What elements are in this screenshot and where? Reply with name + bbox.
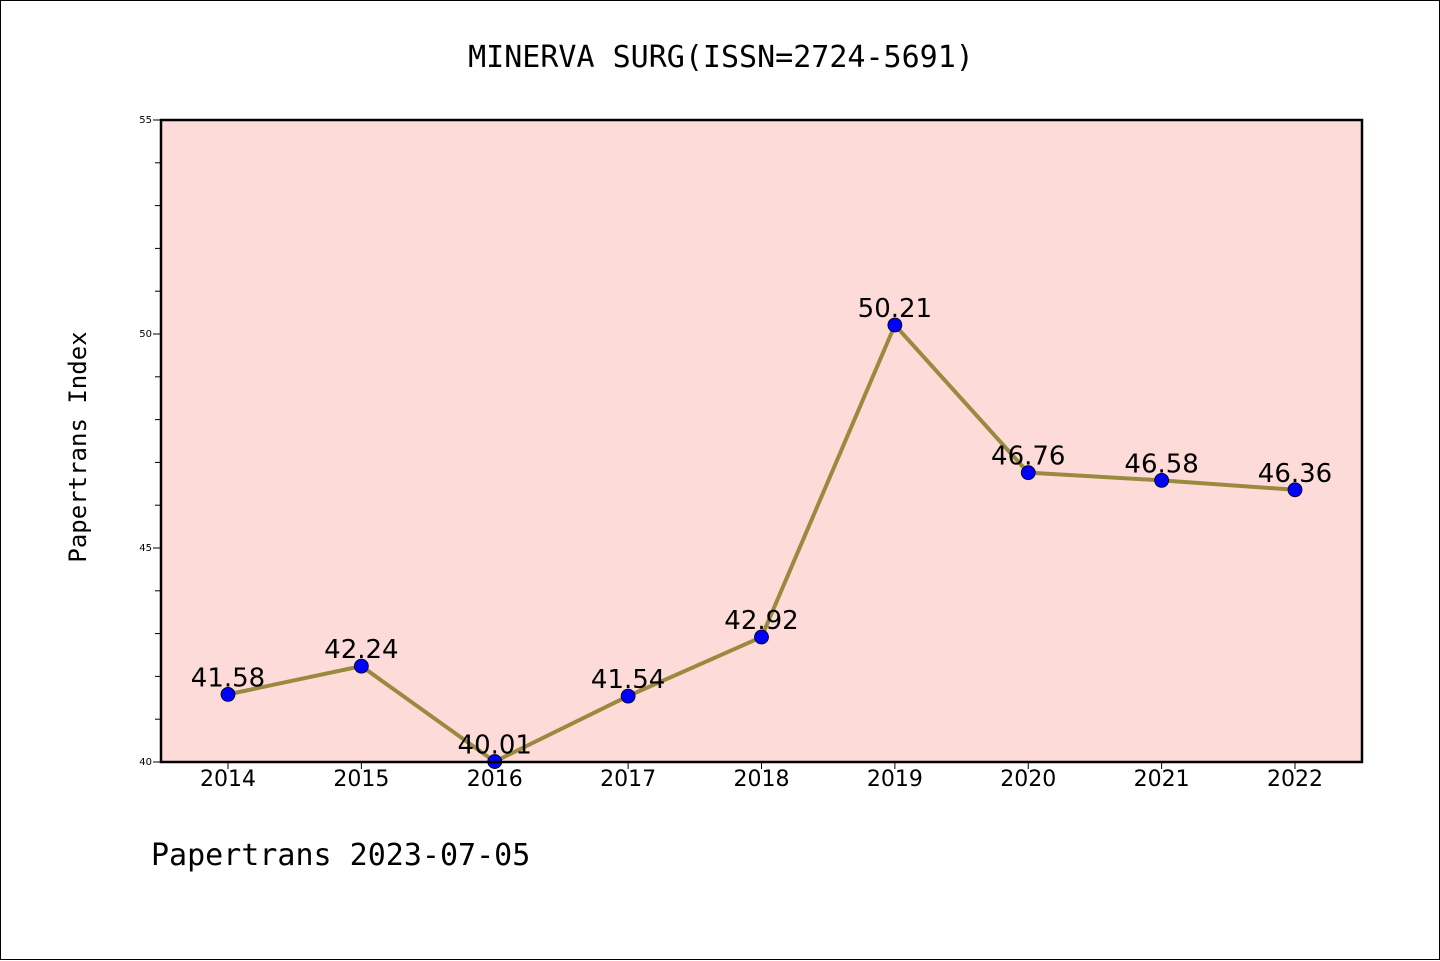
x-tick-label: 2018 [734,767,790,792]
data-point [887,317,903,333]
data-label: 46.58 [1124,449,1198,479]
data-point [1287,482,1303,498]
x-tick-label: 2014 [200,767,256,792]
chart-title: MINERVA SURG(ISSN=2724-5691) [468,40,974,75]
x-axis: 2014 2015 2016 2017 2018 2019 2020 2021 2022 [200,762,1323,792]
markers-group [220,317,1303,769]
y-tick-label: 45 [139,543,152,554]
y-tick-label: 50 [139,329,152,340]
footer-caption: Papertrans 2023-07-05 [151,838,530,873]
data-label: 41.58 [191,663,265,693]
x-tick-label: 2020 [1000,767,1056,792]
x-tick-label: 2017 [600,767,656,792]
data-point [220,686,236,702]
y-axis: 40 45 50 55 [139,115,161,768]
x-tick-label: 2016 [467,767,523,792]
y-tick-label: 55 [139,115,152,126]
data-labels-group: 41.58 42.24 40.01 41.54 42.92 50.21 46.76 46.58… [191,294,1332,761]
x-tick-label: 2022 [1267,767,1323,792]
x-tick-label: 2021 [1134,767,1190,792]
x-tick-label: 2019 [867,767,923,792]
plot-border [159,118,1364,764]
data-label: 41.54 [591,665,665,695]
data-label: 46.36 [1258,459,1332,489]
y-axis-label: Papertrans Index [64,331,92,562]
x-tick-label: 2015 [333,767,389,792]
plot-area [161,120,1362,762]
data-point [754,629,769,645]
data-point [1154,472,1170,488]
data-label: 42.92 [724,606,798,636]
data-point [1020,465,1036,481]
data-label: 50.21 [858,294,932,324]
data-point [620,688,636,704]
data-label: 42.24 [324,635,398,665]
y-tick-label: 40 [139,757,152,768]
data-label: 40.01 [458,731,532,761]
data-point [353,658,369,674]
data-label: 46.76 [991,442,1065,472]
